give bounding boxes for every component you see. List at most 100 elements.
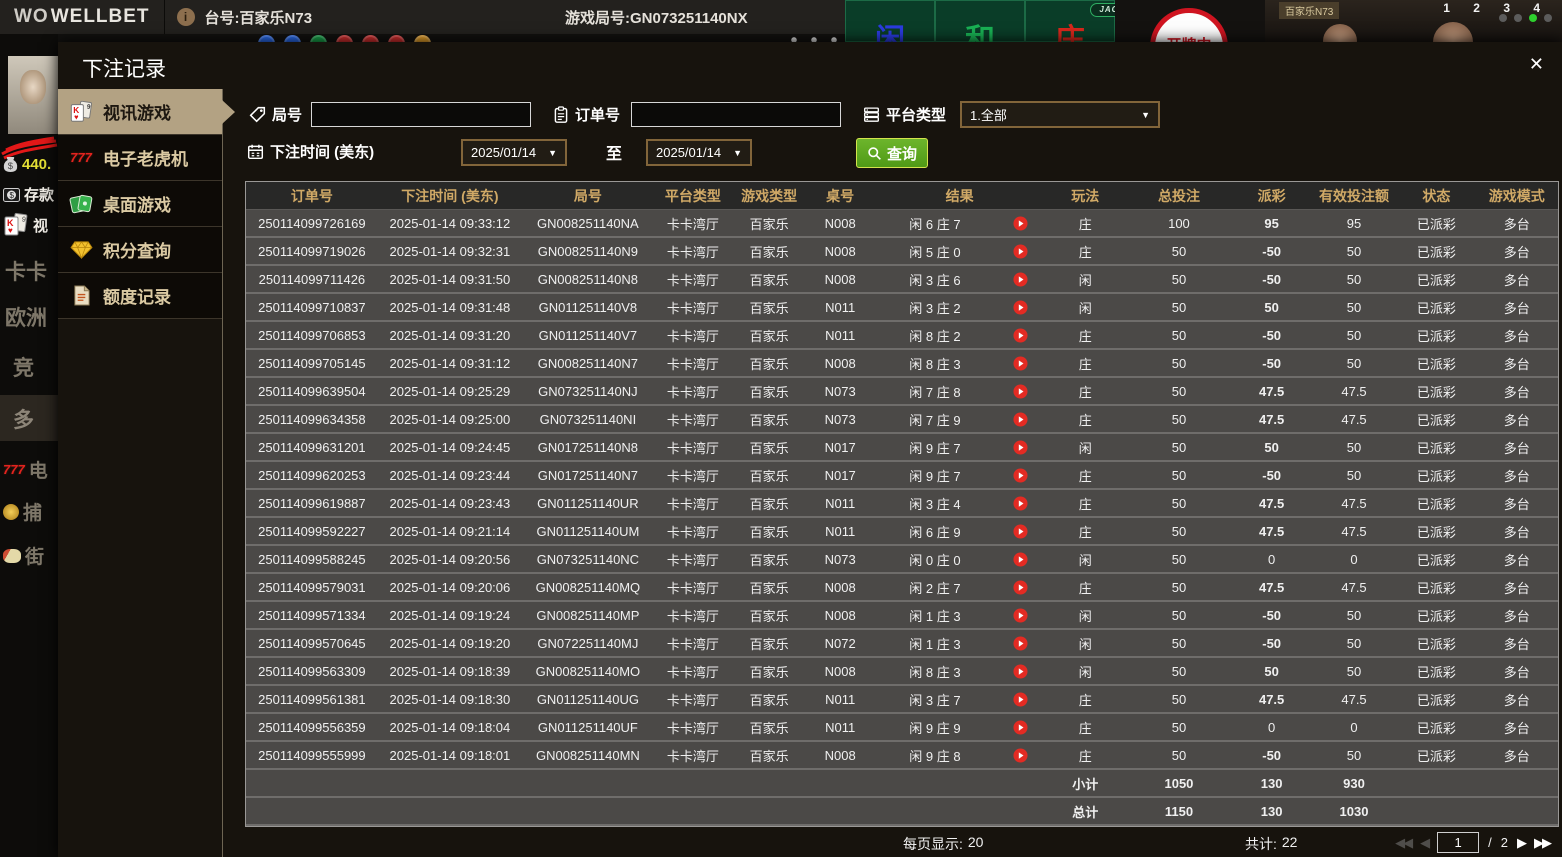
round-number-input[interactable] [311, 102, 531, 127]
grand-total-label: 总计 [1045, 797, 1126, 826]
page-number-input[interactable]: 1 [1437, 832, 1480, 853]
cell-valid-bet: 50 [1310, 237, 1398, 266]
play-replay-icon[interactable] [1013, 244, 1028, 259]
chevron-down-icon: ▼ [733, 147, 742, 158]
cell-order-number: 250114099556359 [246, 713, 378, 742]
cell-game-mode: 多台 [1475, 685, 1558, 714]
play-replay-icon[interactable] [1013, 468, 1028, 483]
play-replay-icon[interactable] [1013, 496, 1028, 511]
deposit-button[interactable]: $ 存款 [3, 184, 54, 205]
tab-slots[interactable]: 777 电子老虎机 [58, 135, 222, 181]
play-replay-icon[interactable] [1013, 664, 1028, 679]
cell-valid-bet: 50 [1310, 629, 1398, 658]
cell-game-mode: 多台 [1475, 237, 1558, 266]
table-info-icon[interactable]: i [176, 8, 195, 26]
play-replay-icon[interactable] [1013, 608, 1028, 623]
cell-game-mode: 多台 [1475, 657, 1558, 686]
cell-game-type: 百家乐 [732, 209, 807, 238]
cell-payout: 50 [1232, 433, 1311, 462]
close-icon[interactable]: ✕ [1528, 54, 1544, 74]
date-to-value: 2025/01/14 [656, 145, 722, 160]
play-replay-icon[interactable] [1013, 216, 1028, 231]
deposit-label: 存款 [24, 187, 55, 204]
cell-bet-time: 2025-01-14 09:31:48 [377, 293, 522, 322]
cell-game-mode: 多台 [1475, 461, 1558, 490]
nav-item-highlight [0, 395, 58, 441]
cell-platform: 卡卡湾厅 [653, 601, 733, 630]
cell-replay [995, 237, 1046, 266]
play-replay-icon[interactable] [1013, 356, 1028, 371]
date-to-select[interactable]: 2025/01/14 ▼ [646, 139, 752, 166]
play-replay-icon[interactable] [1013, 692, 1028, 707]
next-page-icon[interactable]: ▶ [1517, 834, 1527, 850]
cell-bet-side: 闲 [1045, 629, 1126, 658]
tab-table-games[interactable]: 桌面游戏 [58, 181, 222, 227]
play-replay-icon[interactable] [1013, 580, 1028, 595]
play-replay-icon[interactable] [1013, 748, 1028, 763]
first-page-icon[interactable]: ◀◀ [1395, 834, 1413, 850]
cell-replay [995, 377, 1046, 406]
cell-table-number: N008 [806, 741, 875, 770]
cell-table-number: N073 [806, 377, 875, 406]
player-bet-zone[interactable]: 闲 [845, 0, 935, 57]
cell-game-type: 百家乐 [732, 321, 807, 350]
play-replay-icon[interactable] [1013, 440, 1028, 455]
cell-total-bet: 50 [1125, 433, 1233, 462]
nav-item[interactable]: 卡卡 [5, 261, 47, 284]
tie-bet-zone[interactable]: 和 [935, 0, 1025, 57]
play-replay-icon[interactable] [1013, 636, 1028, 651]
cell-valid-bet: 47.5 [1310, 377, 1398, 406]
column-header: 派彩 [1232, 182, 1311, 210]
nav-item[interactable]: 街 [3, 542, 44, 569]
platform-type-select[interactable]: 1.全部 ▼ [960, 101, 1160, 128]
money-bag-icon: $ [3, 157, 18, 172]
play-replay-icon[interactable] [1013, 328, 1028, 343]
table-row: 250114099619887 2025-01-14 09:23:43 GN01… [246, 489, 1558, 518]
date-from-select[interactable]: 2025/01/14 ▼ [461, 139, 567, 166]
nav-item[interactable]: 多 [13, 409, 34, 432]
nav-item[interactable]: 竞 [13, 357, 34, 380]
nav-item[interactable]: 欧洲 [5, 307, 47, 330]
cell-result: 闲 7 庄 8 [874, 377, 996, 406]
cell-payout: -50 [1232, 741, 1311, 770]
nav-item[interactable]: 777 电 [3, 461, 48, 482]
tab-quota-records[interactable]: 额度记录 [58, 273, 222, 319]
cell-total-bet: 50 [1125, 237, 1233, 266]
tab-video-games[interactable]: 9 K ♥ 视讯游戏 [58, 89, 235, 135]
cell-total-bet: 50 [1125, 657, 1233, 686]
cell-table-number: N008 [806, 349, 875, 378]
cell-total-bet: 50 [1125, 601, 1233, 630]
order-number-input[interactable] [631, 102, 841, 127]
cell-bet-side: 庄 [1045, 741, 1126, 770]
cell-bet-side: 庄 [1045, 321, 1126, 350]
play-replay-icon[interactable] [1013, 524, 1028, 539]
modal-title: 下注记录 [82, 58, 166, 81]
play-replay-icon[interactable] [1013, 720, 1028, 735]
play-replay-icon[interactable] [1013, 272, 1028, 287]
nav-item[interactable]: 捕 [3, 498, 42, 525]
play-replay-icon[interactable] [1013, 552, 1028, 567]
last-page-icon[interactable]: ▶▶ [1534, 834, 1552, 850]
svg-text:9: 9 [21, 216, 26, 223]
search-button[interactable]: 查询 [856, 138, 929, 168]
cell-replay [995, 629, 1046, 658]
tab-points-query[interactable]: 积分查询 [58, 227, 222, 273]
svg-text:K: K [7, 218, 14, 228]
cell-game-mode: 多台 [1475, 517, 1558, 546]
cell-payout: 50 [1232, 293, 1311, 322]
play-replay-icon[interactable] [1013, 300, 1028, 315]
column-header: 下注时间 (美东) [377, 182, 522, 210]
cell-bet-side: 庄 [1045, 461, 1126, 490]
balance-row[interactable]: $ 440. [3, 156, 51, 173]
cell-game-mode: 多台 [1475, 741, 1558, 770]
play-replay-icon[interactable] [1013, 384, 1028, 399]
video-games-shortcut[interactable]: 9 K ♥ 视 [3, 212, 48, 238]
cell-platform: 卡卡湾厅 [653, 685, 733, 714]
cell-payout: 47.5 [1232, 517, 1311, 546]
grand-total-valid-bet: 1030 [1310, 797, 1398, 826]
cell-bet-side: 闲 [1045, 657, 1126, 686]
play-replay-icon[interactable] [1013, 412, 1028, 427]
avatar[interactable] [8, 56, 58, 134]
prev-page-icon[interactable]: ◀ [1420, 834, 1430, 850]
cell-round-number: GN008251140MN [521, 741, 654, 770]
